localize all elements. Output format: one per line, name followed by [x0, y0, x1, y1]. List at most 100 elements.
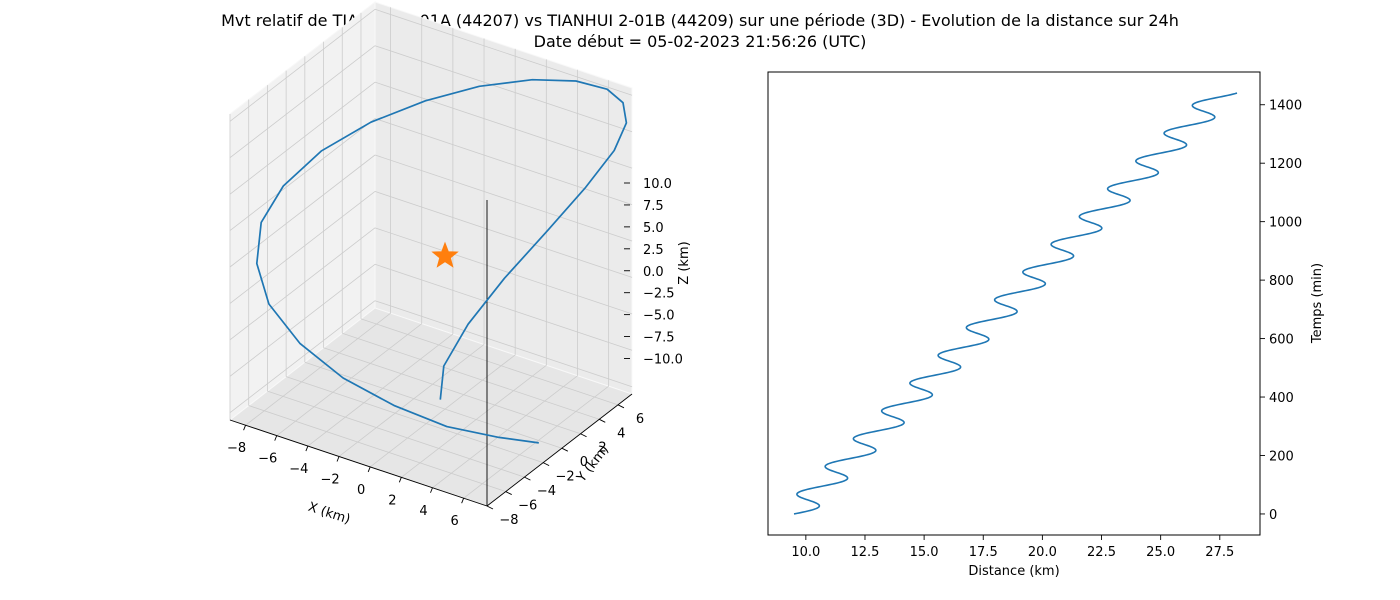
y-tick [617, 404, 625, 409]
y-tick [505, 491, 512, 495]
gridline-z-back [374, 191, 633, 278]
gridline-y-floor [286, 376, 544, 464]
x-tick-label: 25.0 [1146, 545, 1175, 560]
y-tick-label: −2 [556, 470, 575, 485]
gridline-x-floor [245, 312, 391, 426]
grid-3d [229, 7, 633, 507]
x-tick [461, 498, 465, 504]
y-tick-label: −6 [518, 499, 537, 514]
gridline-z-left [229, 8, 376, 122]
figure-subtitle: Date début = 05-02-2023 21:56:26 (UTC) [534, 32, 867, 51]
x-tick-label: 0 [357, 483, 365, 498]
gridline-x-floor [369, 354, 516, 468]
y-tick-label: 1200 [1269, 157, 1302, 172]
z-tick-label: 7.5 [643, 199, 664, 214]
relative-trajectory-line [255, 78, 628, 444]
x-axis-label: X (km) [306, 500, 352, 528]
gridline-y-floor [248, 405, 506, 492]
y-tick-label: 400 [1269, 391, 1294, 406]
x-tick-label: 22.5 [1087, 545, 1116, 560]
z-tick-label: 2.5 [643, 243, 664, 258]
gridline-z-back [374, 227, 633, 315]
x-tick-label: 6 [450, 514, 458, 529]
y-tick [599, 418, 606, 423]
y-tick-label: −8 [499, 513, 518, 528]
gridline-z-left [229, 81, 376, 195]
gridline-y-floor [360, 318, 619, 406]
y-tick-label: 2 [598, 441, 606, 456]
z-tick-label: −10.0 [643, 353, 683, 368]
z-tick-label: 5.0 [643, 221, 664, 236]
y-tick [486, 505, 494, 510]
gridline-y-floor [304, 361, 562, 449]
y-tick-label: 600 [1269, 333, 1294, 348]
x-tick [243, 425, 246, 431]
distance-series-line [793, 92, 1238, 515]
x-tick-label: −4 [289, 462, 308, 477]
gridline-z-left [229, 45, 376, 159]
z-tick-label: 0.0 [643, 265, 664, 280]
plot-distance-vs-time: 10.0 12.5 15.0 17.5 20.0 22.5 25.0 27.5 0 200 400… [767, 71, 1325, 579]
gridline-y-floor [342, 332, 600, 420]
x-tick [367, 466, 371, 473]
gridline-z-left [229, 227, 376, 341]
x-axis-line [229, 419, 488, 507]
gridline-y-floor [267, 390, 525, 478]
reference-satellite-star [431, 241, 459, 268]
gridline-z-left [229, 263, 376, 377]
y-tick [542, 462, 550, 467]
gridline-z-left [229, 118, 376, 231]
x-tick [336, 456, 340, 462]
gridline-z-back [374, 118, 633, 205]
z-tick-label: 10.0 [643, 177, 672, 192]
x-tick [398, 477, 402, 483]
y-tick-label: 4 [617, 426, 625, 441]
x-tick-label: −2 [320, 472, 339, 487]
x-tick [274, 435, 278, 441]
y-tick-label: 0 [580, 455, 588, 470]
gridline-z-left [229, 300, 376, 414]
figure-title: Mvt relatif de TIANHUI 2-01A (44207) vs … [221, 11, 1179, 30]
y-axis-label: Temps (min) [1310, 263, 1325, 344]
x-tick-label: 20.0 [1028, 545, 1057, 560]
x-tick [430, 487, 433, 493]
gridline-x-floor [307, 333, 454, 447]
x-tick-label: 12.5 [851, 545, 880, 560]
x-tick-label: 15.0 [910, 545, 939, 560]
gridline-x-floor [401, 365, 547, 478]
gridline-z-back [374, 300, 633, 388]
x-axis-label: Distance (km) [968, 564, 1059, 579]
z-tick-label: −2.5 [643, 287, 675, 302]
y-tick-label: 1000 [1269, 216, 1302, 231]
gridline-z-back [374, 263, 633, 351]
x-axis-ticks: 10.0 12.5 15.0 17.5 20.0 22.5 25.0 27.5 [791, 535, 1234, 560]
axes-3d [229, 200, 633, 507]
y-tick-label: 1400 [1269, 99, 1302, 114]
y-tick [561, 447, 569, 452]
gridline-z-back [374, 154, 633, 242]
gridline-z-back [374, 45, 633, 133]
y-axis-ticks: 0 200 400 600 800 1000 1200 1400 [1260, 99, 1302, 523]
y-tick-label: 0 [1269, 508, 1277, 523]
gridline-z-left [229, 154, 376, 268]
y-tick-label: −4 [537, 484, 556, 499]
y-tick [580, 433, 587, 438]
plot-frame [767, 71, 1261, 536]
x-tick-label: 10.0 [791, 545, 820, 560]
x-tick-label: 4 [419, 504, 427, 519]
gridline-y-floor [323, 347, 581, 435]
gridline-z-back [374, 8, 633, 96]
gridline-z-back [374, 81, 633, 169]
z-tick-label: −7.5 [643, 331, 675, 346]
x-tick-label: 17.5 [969, 545, 998, 560]
z-tick-label: −5.0 [643, 309, 675, 324]
x-tick-label: 2 [388, 493, 396, 508]
y-tick-label: 800 [1269, 274, 1294, 289]
x-tick-label: −6 [258, 452, 277, 467]
x-tick-label: 27.5 [1205, 545, 1234, 560]
z-axis-label: Z (km) [677, 241, 692, 284]
gridline-x-floor [276, 323, 422, 436]
y-tick [524, 476, 531, 481]
